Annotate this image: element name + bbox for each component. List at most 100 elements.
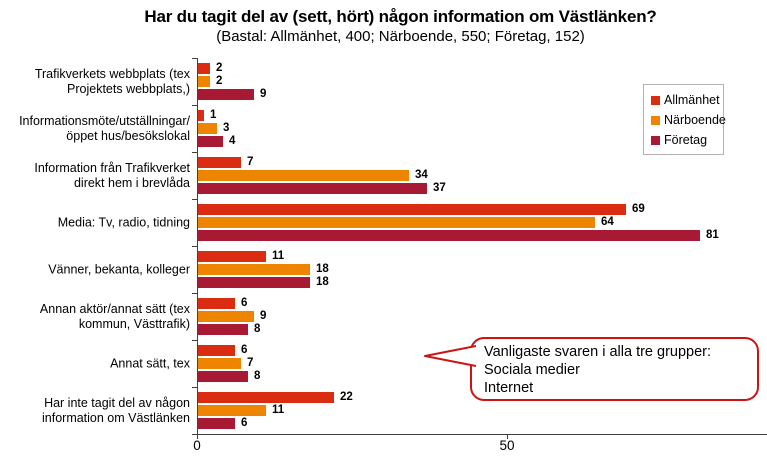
y-axis-tick [192,387,198,388]
bar-series-2 [198,136,223,147]
bar-value: 4 [229,135,236,147]
bar-value: 6 [241,417,248,429]
bar-group: 69 64 81 [198,203,719,243]
bar-group: 7 34 37 [198,156,446,196]
bar-value: 7 [247,156,254,168]
bar-value: 1 [210,109,217,121]
category-label: Vänner, bekanta, kolleger [48,262,190,276]
category-label: Har inte tagit del av någon information o… [42,395,190,425]
legend-label: Allmänhet [664,93,720,107]
bar-series-1 [198,217,595,228]
bar-series-1 [198,405,266,416]
bar-group: 22 11 6 [198,391,353,431]
bar-value: 8 [254,323,261,335]
category-label: Annan aktör/annat sätt (tex kommun, Västt… [39,301,190,331]
y-axis-tick [192,199,198,200]
callout-line: Internet [484,380,534,396]
bar-series-0 [198,63,210,74]
chart-row: Trafikverkets webbplats (tex Projektets w… [0,58,767,105]
bar-series-0 [198,204,626,215]
legend-item: Allmänhet [651,90,720,110]
bar-value: 22 [340,391,353,403]
bar-value: 69 [632,203,645,215]
bar-value: 9 [260,88,267,100]
chart-title: Har du tagit del av (sett, hört) någon i… [144,7,657,26]
bar-value: 18 [316,276,329,288]
bar-value: 7 [247,357,254,369]
bar-value: 11 [272,404,285,416]
chart-row: Media: Tv, radio, tidning 69 64 81 [0,199,767,246]
bar-series-0 [198,345,235,356]
bar-series-0 [198,392,334,403]
bar-value: 81 [706,229,719,241]
category-label: Informationsmöte/utställningar/öppet hus… [19,113,190,143]
bar-value: 6 [241,297,248,309]
bar-value: 64 [601,216,614,228]
x-axis-line [197,434,767,435]
bar-rows: Trafikverkets webbplats (tex Projektets w… [0,58,767,434]
y-axis-tick [192,340,198,341]
legend-item: Företag [651,130,720,150]
bar-series-2 [198,324,248,335]
category-label: Information från Trafikverket direkt hem … [34,160,190,190]
legend: Allmänhet Närboende Företag [643,84,726,155]
bar-series-2 [198,418,235,429]
bar-series-1 [198,358,241,369]
bar-series-2 [198,230,700,241]
bar-series-1 [198,76,210,87]
y-axis-tick [192,58,198,59]
callout-line: Vanligaste svaren i alla tre grupper: [484,344,712,360]
y-axis-tick [192,246,198,247]
legend-item: Närboende [651,110,726,130]
bar-series-2 [198,183,427,194]
bar-series-2 [198,277,310,288]
chart-row: Annan aktör/annat sätt (tex kommun, Västt… [0,293,767,340]
category-label: Trafikverkets webbplats (tex Projektets w… [34,66,190,96]
bar-series-1 [198,264,310,275]
bar-series-1 [198,311,254,322]
bar-value: 3 [223,122,230,134]
bar-value: 8 [254,370,261,382]
chart-row: Vänner, bekanta, kolleger 11 18 18 [0,246,767,293]
bar-series-1 [198,170,409,181]
legend-label: Närboende [664,113,726,127]
x-tick-label-50: 50 [499,438,515,453]
bar-series-0 [198,298,235,309]
bar-series-0 [198,110,204,121]
bar-value: 34 [415,169,428,181]
y-axis-tick [192,105,198,106]
bar-series-0 [198,251,266,262]
category-label: Annat sätt, tex [110,356,190,370]
bar-value: 2 [216,75,223,87]
chart-row: Har inte tagit del av någon information o… [0,387,767,434]
chart-row: Annat sätt, tex 6 7 8 [0,340,767,387]
legend-swatch-icon [651,115,660,125]
callout-line: Sociala medier [484,362,580,378]
legend-label: Företag [664,133,708,147]
category-label: Media: Tv, radio, tidning [57,215,190,229]
y-axis-tick [192,152,198,153]
callout-bubble: Vanligaste svaren i alla tre grupper: So… [424,337,759,401]
bar-series-2 [198,371,248,382]
chart-subtitle: (Bastal: Allmänhet, 400; Närboende, 550;… [216,28,585,45]
bar-value: 11 [272,250,285,262]
y-axis-tick [192,434,198,435]
chart-row: Informationsmöte/utställningar/öppet hus… [0,105,767,152]
y-axis-tick [192,293,198,294]
chart-row: Information från Trafikverket direkt hem … [0,152,767,199]
x-axis-tick [507,435,508,439]
legend-swatch-icon [651,95,660,105]
bar-value: 18 [316,263,329,275]
bar-series-0 [198,157,241,168]
bar-group: 11 18 18 [198,250,329,290]
bar-value: 9 [260,310,267,322]
x-tick-label-0: 0 [193,438,201,453]
bar-value: 6 [241,344,248,356]
bar-series-2 [198,89,254,100]
